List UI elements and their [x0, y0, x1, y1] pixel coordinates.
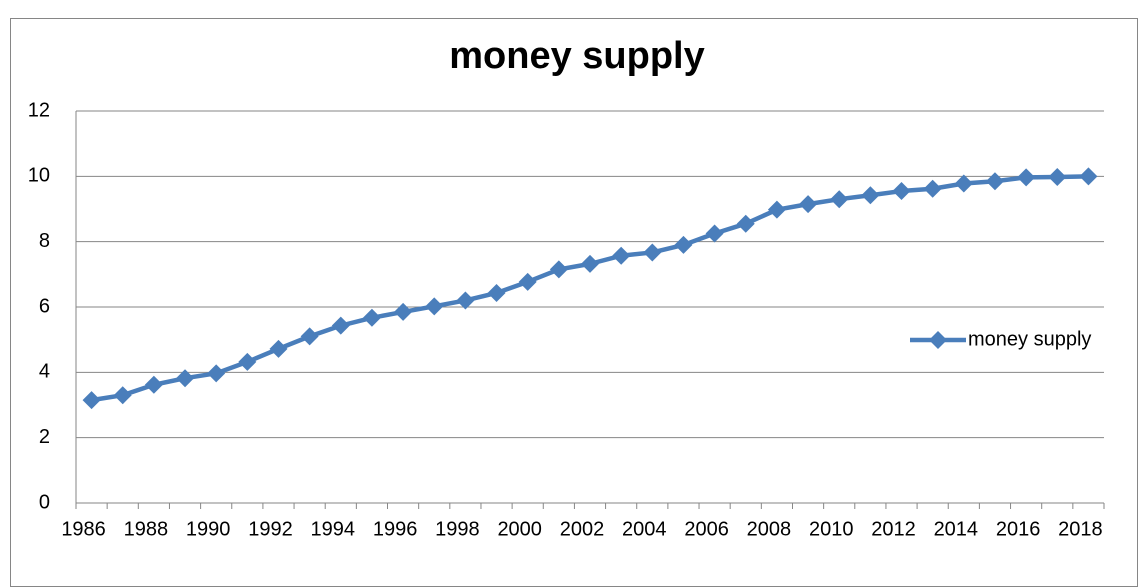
x-tick-label: 1994 — [311, 518, 356, 540]
x-tick-label: 2014 — [934, 518, 979, 540]
data-point — [331, 316, 350, 335]
data-point — [394, 302, 413, 321]
x-tick-label: 2000 — [497, 518, 542, 540]
data-point — [144, 375, 163, 394]
y-tick-label: 10 — [28, 165, 50, 187]
x-tick-label: 1996 — [373, 518, 418, 540]
y-tick-label: 12 — [28, 99, 50, 121]
data-point — [176, 369, 195, 388]
y-tick-label: 6 — [39, 295, 50, 317]
x-tick-label: 2002 — [560, 518, 605, 540]
data-point — [207, 364, 226, 383]
data-point — [767, 200, 786, 219]
y-tick-label: 2 — [39, 426, 50, 448]
x-tick-label: 1986 — [61, 518, 106, 540]
chart-title: money supply — [449, 35, 705, 77]
y-tick-label: 0 — [39, 491, 50, 513]
data-point — [362, 308, 381, 327]
data-point — [674, 235, 693, 254]
x-tick-label: 1992 — [248, 518, 293, 540]
data-point — [923, 179, 942, 198]
x-tick-label: 2018 — [1058, 518, 1103, 540]
x-tick-label: 1988 — [124, 518, 169, 540]
x-tick-label: 1990 — [186, 518, 231, 540]
data-point — [82, 391, 101, 410]
y-tick-label: 8 — [39, 230, 50, 252]
x-tick-label: 2016 — [996, 518, 1041, 540]
data-point — [1017, 168, 1036, 187]
x-tick-label: 2010 — [809, 518, 854, 540]
data-point — [300, 327, 319, 346]
data-point — [799, 195, 818, 214]
data-point — [954, 174, 973, 193]
x-tick-label: 2004 — [622, 518, 667, 540]
x-tick-label: 2008 — [747, 518, 792, 540]
x-tick-label: 2012 — [871, 518, 916, 540]
data-point — [736, 214, 755, 233]
data-point — [705, 224, 724, 243]
x-tick-label: 2006 — [684, 518, 729, 540]
data-point — [985, 172, 1004, 191]
data-point — [643, 243, 662, 262]
data-point — [1048, 167, 1067, 186]
data-point — [1079, 167, 1098, 186]
data-point — [238, 352, 257, 371]
y-tick-label: 4 — [39, 361, 50, 383]
data-point — [612, 246, 631, 265]
data-point — [456, 291, 475, 310]
data-point — [269, 339, 288, 358]
legend-marker — [929, 331, 947, 349]
data-point — [549, 260, 568, 279]
x-tick-label: 1998 — [435, 518, 480, 540]
legend-label: money supply — [968, 328, 1091, 350]
data-point — [487, 283, 506, 302]
data-point — [581, 254, 599, 273]
data-point — [425, 297, 444, 316]
data-point — [113, 386, 132, 405]
data-point — [518, 272, 537, 291]
data-point — [830, 190, 849, 209]
data-point — [861, 186, 880, 205]
data-point — [892, 182, 911, 201]
chart-border — [10, 18, 1138, 587]
